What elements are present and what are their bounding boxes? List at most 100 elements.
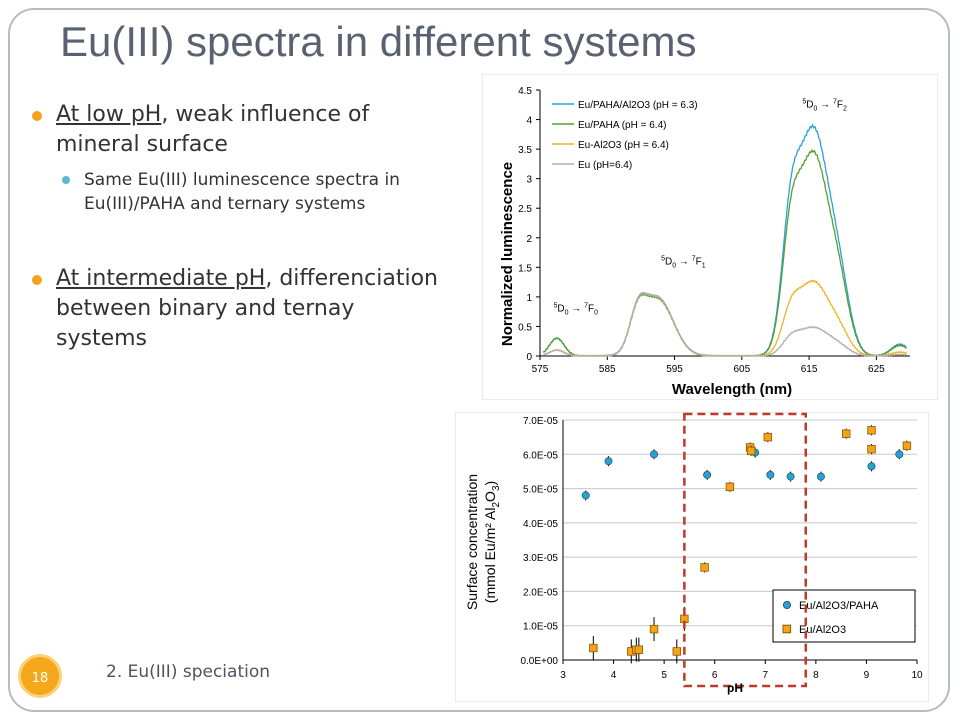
surface-point-eu-al2o3-paha (786, 472, 795, 481)
surface-point-eu-al2o3 (746, 446, 756, 456)
bullet-intermediate-ph-text: , differenciation between binary and ter… (56, 266, 438, 351)
spectra-annotation-part: 0 (814, 106, 818, 113)
surface-y-tick-label: 4.0E-05 (523, 519, 558, 530)
spectra-y-tick-label: 2.5 (518, 204, 532, 215)
surface-point-eu-al2o3 (672, 647, 681, 656)
surface-y-tick-label: 6.0E-05 (523, 450, 558, 461)
surface-x-axis-label: pH (727, 681, 743, 695)
spectra-annotation-part: 5 (553, 303, 557, 310)
spectra-annotation-part: 5 (802, 99, 806, 106)
surface-y-tick-label: 2.0E-05 (523, 587, 558, 598)
surface-point-eu-al2o3 (725, 482, 735, 492)
spectra-y-tick-label: 4.5 (518, 86, 532, 97)
spectra-y-tick-label: 1.5 (518, 263, 532, 274)
surface-point-eu-al2o3 (841, 429, 851, 438)
slide-number-badge: 18 (18, 654, 62, 698)
spectra-legend-label: Eu/PAHA (pH = 6.4) (578, 120, 666, 131)
spectra-legend-label: Eu/PAHA/Al2O3 (pH = 6.3) (578, 100, 698, 111)
spectra-annotation-part: 0 (565, 310, 569, 317)
spectra-transition-annotation: 5D0 → 7F2 (802, 99, 847, 113)
surface-legend-marker (782, 600, 792, 610)
spectra-x-tick-label: 595 (666, 364, 683, 375)
spectra-annotation-part: 0 (672, 262, 676, 269)
surface-y-axis-label-line2: (mmol Eu/m² Al2O3) (482, 481, 502, 603)
slide-footer: 2. Eu(III) speciation (106, 662, 271, 682)
spectra-legend-label: Eu (pH=6.4) (578, 160, 632, 171)
surface-legend-label: Eu/Al2O3/PAHA (799, 600, 879, 612)
spectra-annotation-part: 7 (833, 99, 837, 106)
surface-y-tick-label: 1.0E-05 (523, 622, 558, 633)
surface-point-eu-al2o3 (589, 643, 598, 653)
spectra-x-tick-label: 575 (532, 364, 549, 375)
surface-x-tick-label: 8 (813, 670, 819, 681)
surface-x-tick-label: 6 (712, 670, 718, 681)
spectra-annotation-part: → (676, 256, 692, 267)
surface-point-eu-al2o3 (867, 426, 876, 435)
surface-point-eu-al2o3 (700, 563, 709, 572)
spectra-annotation-part: 0 (594, 310, 598, 317)
bullet-low-ph-text: , weak influence of mineral surface (56, 102, 370, 157)
bullet-intermediate-ph: At intermediate pH, differenciation betw… (32, 264, 452, 354)
spectra-annotation-part: D (557, 304, 564, 315)
surface-y-axis-label-end: ) (482, 481, 498, 486)
surface-point-eu-al2o3-paha (703, 470, 712, 479)
surface-point-eu-al2o3-paha (816, 472, 825, 481)
spectra-x-tick-label: 585 (599, 364, 616, 375)
spectra-annotation-part: 7 (584, 303, 588, 310)
surface-point-eu-al2o3-paha (650, 450, 659, 459)
surface-point-eu-al2o3 (902, 441, 912, 450)
surface-point-eu-al2o3 (867, 444, 876, 454)
spectra-annotation-part: F (588, 304, 594, 315)
spectra-transition-annotation: 5D0 → 7F0 (553, 303, 598, 317)
spectra-annotation-part: F (837, 100, 843, 111)
spectra-annotation-part: D (665, 256, 672, 267)
surface-legend-marker (782, 624, 792, 634)
spectra-annotation-part: → (569, 304, 585, 315)
surface-x-tick-label: 7 (763, 670, 769, 681)
surface-point-eu-al2o3-paha (581, 491, 590, 500)
surface-point-eu-al2o3-paha (867, 462, 876, 471)
surface-point-eu-al2o3-paha (604, 457, 613, 466)
surface-point-eu-al2o3 (763, 432, 773, 442)
surface-x-tick-label: 10 (911, 670, 923, 681)
spectra-y-tick-label: 4 (526, 116, 532, 127)
sub-bullet-same-spectra: Same Eu(III) luminescence spectra in Eu(… (62, 168, 414, 216)
spectra-annotation-part: 2 (843, 106, 847, 113)
spectra-annotation-part: F (696, 256, 702, 267)
spectra-y-axis-label: Normalized luminescence (499, 162, 516, 346)
surface-concentration-chart: 0.0E+00 1.0E-05 2.0E-05 3.0E-05 4.0E-05 5.0E-… (455, 412, 929, 702)
spectra-legend-label: Eu-Al2O3 (pH = 6.4) (578, 140, 669, 151)
surface-legend-box (772, 589, 916, 643)
spectra-y-tick-label: 1 (526, 293, 532, 304)
spectra-annotation-part: 5 (661, 255, 665, 262)
spectra-x-axis-label: Wavelength (nm) (672, 381, 792, 398)
spectra-y-tick-label: 3 (526, 175, 532, 186)
surface-y-tick-label: 5.0E-05 (523, 485, 558, 496)
surface-point-eu-al2o3-paha (766, 470, 775, 479)
surface-x-tick-label: 3 (560, 670, 566, 681)
spectra-series-line (543, 291, 908, 357)
spectra-x-tick-label: 615 (801, 364, 818, 375)
bullet-low-ph-keyword: At low pH (56, 102, 162, 127)
spectra-transition-annotation: 5D0 → 7F1 (661, 255, 706, 269)
surface-point-eu-al2o3 (634, 645, 644, 654)
surface-point-eu-al2o3-paha (895, 450, 904, 459)
surface-y-axis-label-sub2: 2 (491, 502, 502, 508)
spectra-annotation-part: → (817, 100, 833, 111)
surface-x-tick-label: 9 (864, 670, 870, 681)
surface-x-tick-label: 5 (661, 670, 667, 681)
surface-y-tick-label: 3.0E-05 (523, 553, 558, 564)
surface-point-eu-al2o3 (649, 624, 659, 634)
surface-x-tick-label: 4 (611, 670, 617, 681)
spectra-annotation-part: 7 (692, 255, 696, 262)
spectra-x-tick-label: 605 (733, 364, 750, 375)
bullet-intermediate-ph-keyword: At intermediate pH (56, 266, 266, 291)
slide-title: Eu(III) spectra in different systems (60, 18, 697, 65)
spectra-annotation-part: 1 (702, 262, 706, 269)
spectra-x-tick-label: 625 (868, 364, 885, 375)
surface-y-axis-label-o: O (482, 491, 498, 502)
bullet-low-ph: At low pH, weak influence of mineral sur… (32, 100, 452, 160)
surface-y-axis-label-line2-a: (mmol Eu/m² Al (482, 508, 498, 604)
spectra-y-tick-label: 0.5 (518, 322, 532, 333)
